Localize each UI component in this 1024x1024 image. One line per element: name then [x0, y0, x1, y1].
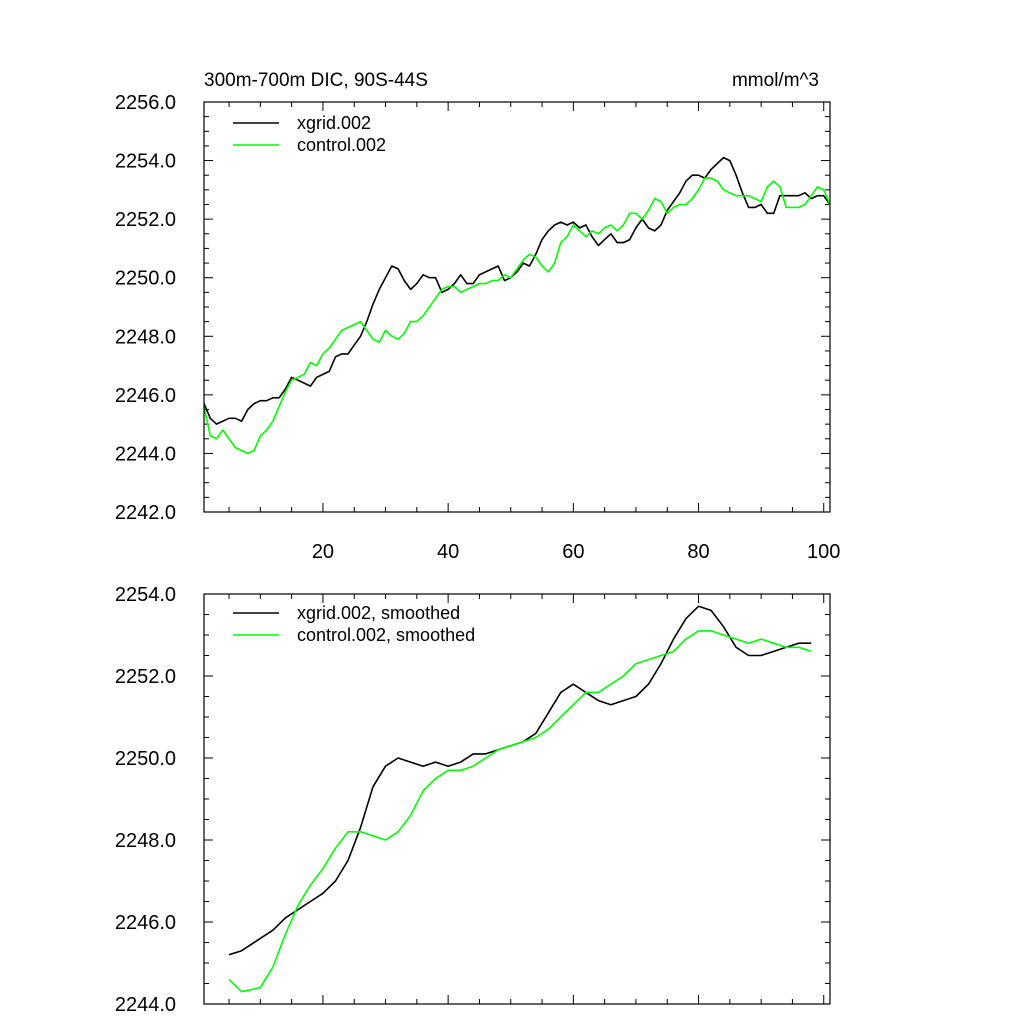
x-tick-label: 80 [687, 541, 709, 563]
x-tick-label: 20 [312, 541, 334, 563]
top-panel-y-tick-labels: 2242.0 2244.0 2246.0 2248.0 2250.0 2252.0 2254… [115, 92, 176, 524]
top-panel-legend: xgrid.002 control.002 [233, 113, 386, 155]
top-panel-ticks [204, 101, 830, 513]
x-tick-label: 100 [807, 541, 840, 563]
y-tick-label: 2252.0 [115, 666, 176, 688]
y-tick-label: 2244.0 [115, 443, 176, 465]
series-line-control [228, 630, 812, 993]
top-panel-units: mmol/m^3 [732, 70, 819, 91]
y-tick-label: 2254.0 [115, 584, 176, 606]
top-panel-frame [203, 101, 831, 513]
y-tick-label: 2248.0 [115, 326, 176, 348]
bottom-panel-ticks [204, 593, 830, 1005]
x-tick-label: 40 [437, 541, 459, 563]
legend-label-control: control.002 [297, 135, 386, 155]
y-tick-label: 2250.0 [115, 748, 176, 770]
y-tick-label: 2244.0 [115, 994, 176, 1016]
legend-label-control-smoothed: control.002, smoothed [297, 625, 475, 645]
bottom-panel: 2244.0 2246.0 2248.0 2250.0 2252.0 2254.0 xgr… [115, 584, 831, 1016]
top-panel-series [203, 156, 831, 455]
bottom-panel-y-tick-labels: 2244.0 2246.0 2248.0 2250.0 2252.0 2254.0 [115, 584, 176, 1016]
y-tick-label: 2246.0 [115, 385, 176, 407]
top-panel-title: 300m-700m DIC, 90S-44S [204, 70, 428, 91]
top-panel: 300m-700m DIC, 90S-44S mmol/m^3 2242.022… [115, 70, 841, 563]
series-line-xgrid [228, 605, 812, 956]
legend-label-xgrid: xgrid.002 [297, 113, 371, 133]
y-tick-label: 2250.0 [115, 268, 176, 290]
bottom-panel-frame [203, 593, 831, 1005]
y-tick-label: 2242.0 [115, 502, 176, 524]
y-tick-label: 2254.0 [115, 151, 176, 173]
legend-label-xgrid-smoothed: xgrid.002, smoothed [297, 603, 460, 623]
series-line-control [203, 177, 831, 455]
top-panel-x-tick-labels: 20 40 60 80 100 [312, 541, 841, 563]
y-tick-label: 2256.0 [115, 92, 176, 114]
y-tick-label: 2246.0 [115, 912, 176, 934]
bottom-panel-legend: xgrid.002, smoothed control.002, smoothe… [233, 603, 475, 645]
x-tick-label: 60 [562, 541, 584, 563]
y-tick-label: 2252.0 [115, 209, 176, 231]
y-tick-label: 2248.0 [115, 830, 176, 852]
bottom-panel-series [228, 605, 812, 993]
series-line-xgrid [203, 156, 831, 425]
